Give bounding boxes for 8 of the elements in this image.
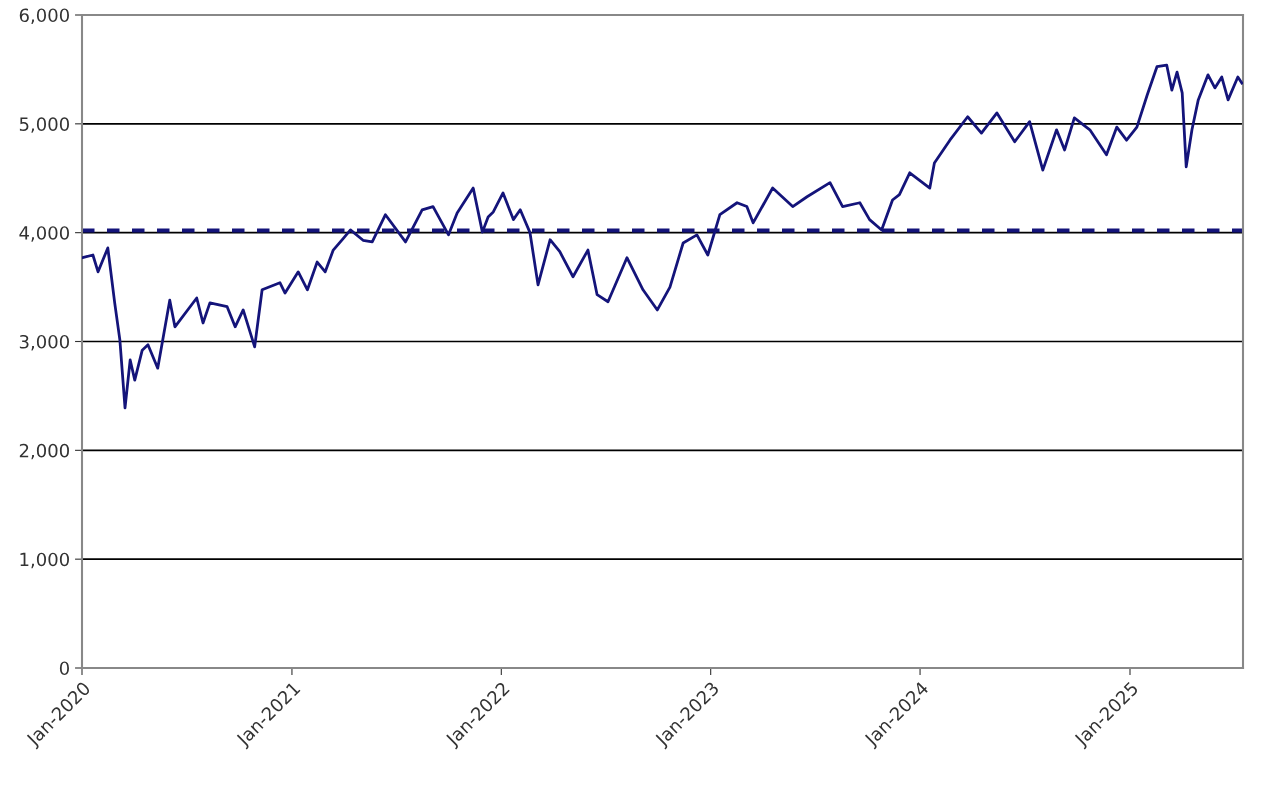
y-tick-label: 0 xyxy=(59,661,69,676)
line-series xyxy=(82,63,1243,410)
y-tick-label: 6,000 xyxy=(19,8,69,24)
y-tick-label: 2,000 xyxy=(19,443,69,460)
y-tick-label: 3,000 xyxy=(19,334,69,351)
y-tick-label: 4,000 xyxy=(19,226,69,242)
y-tick-label: 1,000 xyxy=(20,552,69,569)
y-tick-label: 5,000 xyxy=(19,117,69,133)
